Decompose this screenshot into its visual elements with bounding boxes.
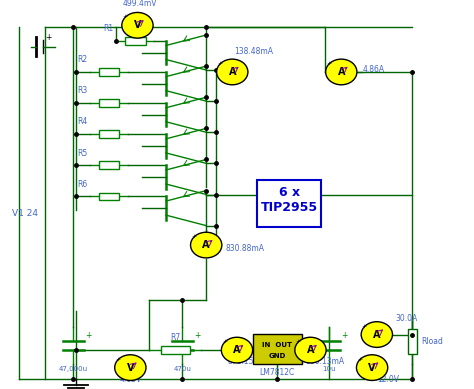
Text: V: V	[127, 363, 134, 373]
Text: +: +	[222, 339, 227, 344]
Text: 4.03V: 4.03V	[119, 375, 141, 384]
Text: R7: R7	[170, 333, 181, 342]
Circle shape	[191, 232, 222, 258]
Text: +: +	[122, 14, 128, 19]
Text: 6 x
TIP2955: 6 x TIP2955	[261, 186, 318, 214]
Text: A: A	[373, 329, 381, 340]
Bar	[99, 193, 119, 200]
Text: A: A	[233, 345, 241, 355]
Text: R3: R3	[77, 86, 88, 95]
Text: 12.0V: 12.0V	[378, 375, 400, 384]
FancyBboxPatch shape	[253, 334, 302, 364]
Bar	[99, 161, 119, 169]
Text: +: +	[194, 331, 201, 340]
Text: V: V	[368, 363, 376, 373]
Text: Rload: Rload	[421, 337, 443, 346]
Text: LM7812C: LM7812C	[260, 368, 295, 377]
Circle shape	[356, 355, 388, 380]
Text: GND: GND	[269, 354, 286, 359]
Text: V: V	[134, 20, 141, 30]
Text: R5: R5	[77, 149, 88, 158]
Text: R4: R4	[77, 117, 88, 126]
Bar	[99, 99, 119, 107]
Circle shape	[122, 12, 153, 38]
Text: +: +	[295, 339, 301, 344]
Circle shape	[115, 355, 146, 380]
Bar	[99, 130, 119, 138]
Text: A: A	[202, 240, 210, 250]
Text: A: A	[337, 67, 345, 77]
Text: +: +	[357, 357, 362, 362]
Text: +: +	[341, 331, 347, 340]
Text: R6: R6	[77, 180, 88, 189]
Bar	[161, 346, 190, 354]
Text: +: +	[115, 357, 120, 362]
Text: R2: R2	[78, 55, 88, 64]
Text: +: +	[326, 61, 331, 66]
Text: +: +	[362, 324, 367, 329]
FancyBboxPatch shape	[257, 180, 321, 227]
Text: R1: R1	[104, 24, 114, 33]
Text: IN  OUT: IN OUT	[262, 342, 292, 348]
Text: A: A	[228, 67, 236, 77]
Circle shape	[217, 59, 248, 85]
Text: 830.88mA: 830.88mA	[225, 244, 264, 253]
Text: 866.13mA: 866.13mA	[306, 357, 345, 366]
Text: 30.0A: 30.0A	[396, 314, 418, 323]
Bar	[408, 329, 417, 354]
Text: 10u: 10u	[323, 366, 336, 373]
Text: V1 24: V1 24	[12, 209, 38, 219]
Text: 4.86A: 4.86A	[363, 65, 385, 74]
Circle shape	[326, 59, 357, 85]
Text: 499.4mV: 499.4mV	[123, 0, 157, 8]
Text: A: A	[307, 345, 314, 355]
Text: 871.15mA: 871.15mA	[228, 357, 266, 366]
Circle shape	[295, 337, 326, 363]
Text: +: +	[217, 61, 222, 66]
Text: +: +	[191, 234, 196, 239]
Text: 47,000u: 47,000u	[59, 366, 88, 373]
Circle shape	[361, 322, 392, 347]
Bar	[99, 68, 119, 76]
Text: +: +	[45, 33, 51, 42]
Text: +: +	[85, 331, 91, 340]
Circle shape	[221, 337, 253, 363]
Bar	[125, 37, 146, 45]
Text: 470u: 470u	[173, 366, 191, 373]
Text: 138.48mA: 138.48mA	[235, 47, 273, 56]
